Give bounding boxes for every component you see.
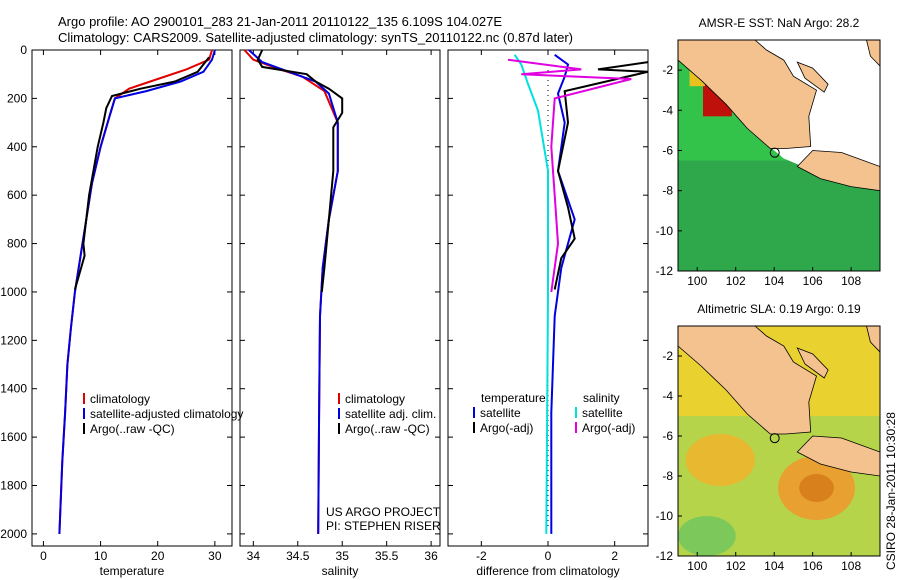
legend-temp-3-label: Argo(..raw -QC): [90, 422, 175, 436]
legend-sal-1-label: climatology: [345, 392, 405, 406]
map-y-tick-label: -2: [662, 63, 673, 77]
legend-diff-temp-argo-label: Argo(-adj): [480, 421, 533, 435]
map-1: [677, 39, 881, 272]
land-borneo: [866, 40, 880, 67]
x-tick-label: 0: [40, 549, 47, 563]
map-content: [678, 326, 880, 556]
map-y-tick-label: -6: [662, 429, 673, 443]
series-line-2: [553, 61, 649, 290]
land-sumatra: [678, 326, 817, 435]
argo-position-marker: [769, 433, 780, 444]
y-tick-label: 1200: [0, 333, 27, 347]
map-x-tick-label: 106: [803, 559, 823, 573]
title-line-2: Climatology: CARS2009. Satellite-adjuste…: [58, 30, 573, 45]
y-tick-label: 800: [7, 237, 27, 251]
x-tick-label: 10: [94, 549, 108, 563]
map-y-tick-label: -6: [662, 143, 673, 157]
x-tick-label: 30: [208, 549, 222, 563]
map-y-tick-label: -8: [662, 469, 673, 483]
series-line-3: [513, 54, 549, 534]
y-tick-label: 1800: [0, 479, 27, 493]
series-line-3: [256, 49, 344, 293]
legend-diff-sal-sat-label: satellite: [582, 406, 623, 420]
land-bangka-island: [796, 61, 829, 93]
x-tick-label: 34.5: [286, 549, 310, 563]
y-tick-label: 1400: [0, 382, 27, 396]
x-tick-label: 0: [545, 549, 552, 563]
y-tick-label: 1600: [0, 430, 27, 444]
map-title: AMSR-E SST: NaN Argo: 28.2: [699, 16, 860, 30]
map-y-tick-label: -12: [656, 264, 674, 278]
x-axis-label: temperature: [100, 564, 165, 578]
legend-sal-3-label: Argo(..raw -QC): [345, 422, 430, 436]
y-tick-label: 1000: [0, 285, 27, 299]
y-tick-label: 400: [7, 140, 27, 154]
sla-high-core: [799, 474, 834, 502]
map-x-tick-label: 102: [726, 559, 746, 573]
map-y-tick-label: -2: [662, 349, 673, 363]
map-y-tick-label: -4: [662, 389, 673, 403]
plot-frame-2: [239, 49, 441, 547]
x-axis-label: salinity: [322, 564, 359, 578]
x-tick-label: 20: [151, 549, 165, 563]
legend-diff-temperature-heading: temperature: [481, 391, 546, 405]
map-y-tick-label: -10: [656, 224, 674, 238]
map-x-tick-label: 104: [764, 274, 784, 288]
map-x-tick-label: 100: [687, 274, 707, 288]
x-tick-label: -2: [476, 549, 487, 563]
land-java: [796, 435, 880, 477]
y-tick-label: 2000: [0, 527, 27, 541]
map-2: [677, 325, 881, 557]
map-frame: [677, 39, 881, 272]
legend-sal-2-label: satellite adj. clim.: [345, 407, 436, 421]
map-x-tick-label: 100: [687, 559, 707, 573]
y-tick-label: 600: [7, 188, 27, 202]
map-y-tick-label: -12: [656, 549, 674, 563]
x-tick-label: 2: [611, 549, 618, 563]
land-borneo: [866, 326, 880, 353]
project-annotation: US ARGO PROJECT: [326, 505, 441, 519]
map-x-tick-label: 108: [841, 559, 861, 573]
x-tick-label: 35.5: [375, 549, 399, 563]
legend-temp-2-label: satellite-adjusted climatology: [90, 407, 243, 421]
credit-text: CSIRO 28-Jan-2011 10:30:28: [884, 412, 898, 570]
argo-position-marker: [769, 147, 780, 158]
map-frame: [677, 325, 881, 557]
map-x-tick-label: 102: [726, 274, 746, 288]
x-axis-label: difference from climatology: [476, 564, 619, 578]
map-x-tick-label: 106: [803, 274, 823, 288]
x-tick-label: 36: [424, 549, 438, 563]
land-bangka-island: [796, 347, 829, 379]
series-line-4: [507, 58, 632, 293]
land-java: [796, 150, 880, 192]
pi-annotation: PI: STEPHEN RISER: [326, 519, 441, 533]
title-line-1: Argo profile: AO 2900101_283 21-Jan-2011…: [58, 14, 503, 29]
map-content: [678, 40, 880, 271]
y-tick-label: 200: [7, 91, 27, 105]
sla-low: [678, 516, 736, 556]
x-tick-label: 34: [247, 549, 261, 563]
series-line-3: [73, 56, 210, 290]
map-y-tick-label: -4: [662, 103, 673, 117]
legend-temp-1-label: climatology: [90, 392, 150, 406]
sla-high: [685, 434, 755, 486]
x-tick-label: 35: [336, 549, 350, 563]
map-y-tick-label: -10: [656, 509, 674, 523]
map-title: Altimetric SLA: 0.19 Argo: 0.19: [697, 302, 861, 316]
land-sumatra: [678, 40, 817, 149]
legend-diff-sal-argo-label: Argo(-adj): [582, 421, 635, 435]
map-y-tick-label: -8: [662, 184, 673, 198]
map-x-tick-label: 108: [841, 274, 861, 288]
map-x-tick-label: 104: [764, 559, 784, 573]
legend-diff-temp-sat-label: satellite: [480, 406, 521, 420]
legend-diff-salinity-heading: salinity: [583, 391, 620, 405]
plot-frame-1: [31, 49, 233, 547]
y-tick-label: 0: [20, 43, 27, 57]
